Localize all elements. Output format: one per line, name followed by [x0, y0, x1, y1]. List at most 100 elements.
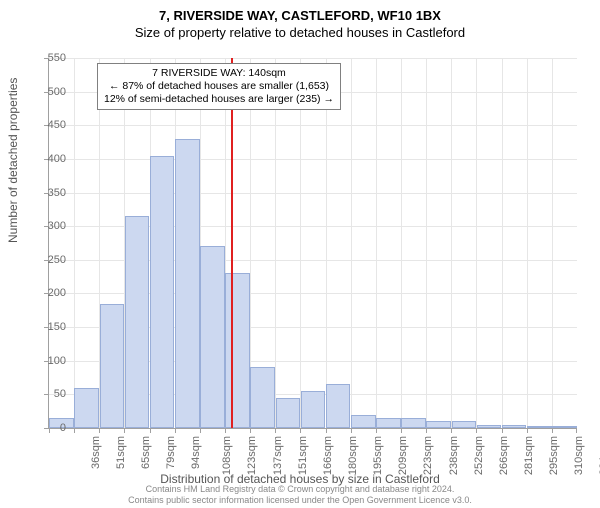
ytick-label: 50 [26, 388, 66, 400]
gridline-v [451, 58, 452, 428]
xtick-mark [502, 428, 503, 433]
xtick-label: 281sqm [523, 436, 535, 475]
plot-area: 7 RIVERSIDE WAY: 140sqm← 87% of detached… [48, 58, 577, 429]
histogram-bar [527, 426, 552, 428]
xtick-label: 252sqm [473, 436, 485, 475]
xtick-mark [376, 428, 377, 433]
xtick-mark [451, 428, 452, 433]
xtick-label: 36sqm [90, 436, 102, 469]
xtick-mark [200, 428, 201, 433]
histogram-bar [351, 415, 376, 428]
ytick-label: 250 [26, 254, 66, 266]
gridline-h [49, 125, 577, 126]
xtick-mark [175, 428, 176, 433]
histogram-bar [452, 421, 477, 428]
xtick-mark [300, 428, 301, 433]
ytick-label: 200 [26, 287, 66, 299]
reference-line [231, 58, 233, 428]
page-title-address: 7, RIVERSIDE WAY, CASTLEFORD, WF10 1BX [0, 8, 600, 23]
histogram-bar [150, 156, 175, 428]
gridline-h [49, 58, 577, 59]
xtick-label: 180sqm [347, 436, 359, 475]
annotation-line-3: 12% of semi-detached houses are larger (… [104, 93, 334, 106]
histogram-bar [100, 304, 125, 428]
page-title-subtitle: Size of property relative to detached ho… [0, 25, 600, 40]
xtick-label: 209sqm [397, 436, 409, 475]
xtick-mark [74, 428, 75, 433]
xtick-label: 123sqm [247, 436, 259, 475]
histogram-bar [401, 418, 426, 428]
xtick-label: 108sqm [221, 436, 233, 475]
histogram-bar [376, 418, 401, 428]
gridline-v [502, 58, 503, 428]
xtick-mark [476, 428, 477, 433]
y-axis-label: Number of detached properties [6, 78, 20, 243]
gridline-h [49, 159, 577, 160]
ytick-label: 550 [26, 52, 66, 64]
histogram-bar [175, 139, 200, 428]
gridline-v [426, 58, 427, 428]
gridline-v [401, 58, 402, 428]
gridline-h [49, 193, 577, 194]
xtick-mark [527, 428, 528, 433]
gridline-v [351, 58, 352, 428]
histogram-bar [301, 391, 326, 428]
gridline-v [326, 58, 327, 428]
xtick-label: 94sqm [190, 436, 202, 469]
xtick-label: 166sqm [322, 436, 334, 475]
histogram-bar [426, 421, 451, 428]
xtick-label: 51sqm [115, 436, 127, 469]
gridline-v [527, 58, 528, 428]
xtick-mark [225, 428, 226, 433]
xtick-label: 266sqm [498, 436, 510, 475]
gridline-v [74, 58, 75, 428]
footer-attribution: Contains HM Land Registry data © Crown c… [0, 484, 600, 506]
annotation-line-2: ← 87% of detached houses are smaller (1,… [104, 80, 334, 93]
ytick-label: 400 [26, 153, 66, 165]
ytick-label: 500 [26, 86, 66, 98]
ytick-label: 350 [26, 187, 66, 199]
annotation-box: 7 RIVERSIDE WAY: 140sqm← 87% of detached… [97, 63, 341, 110]
xtick-mark [99, 428, 100, 433]
ytick-label: 100 [26, 355, 66, 367]
xtick-mark [351, 428, 352, 433]
xtick-mark [150, 428, 151, 433]
footer-line-2: Contains public sector information licen… [0, 495, 600, 506]
xtick-mark [275, 428, 276, 433]
xtick-mark [552, 428, 553, 433]
ytick-label: 0 [26, 422, 66, 434]
gridline-v [275, 58, 276, 428]
xtick-label: 137sqm [272, 436, 284, 475]
xtick-label: 65sqm [140, 436, 152, 469]
xtick-mark [426, 428, 427, 433]
annotation-line-1: 7 RIVERSIDE WAY: 140sqm [104, 67, 334, 80]
xtick-label: 295sqm [548, 436, 560, 475]
xtick-mark [250, 428, 251, 433]
gridline-v [300, 58, 301, 428]
histogram-bar [326, 384, 351, 428]
histogram-bar [477, 425, 502, 428]
xtick-mark [576, 428, 577, 433]
xtick-label: 79sqm [165, 436, 177, 469]
footer-line-1: Contains HM Land Registry data © Crown c… [0, 484, 600, 495]
histogram-bar [74, 388, 99, 428]
chart: 7 RIVERSIDE WAY: 140sqm← 87% of detached… [48, 58, 576, 428]
histogram-bar [125, 216, 150, 428]
ytick-label: 300 [26, 220, 66, 232]
histogram-bar [276, 398, 301, 428]
histogram-bar [200, 246, 225, 428]
ytick-label: 450 [26, 119, 66, 131]
histogram-bar [502, 425, 527, 428]
xtick-mark [326, 428, 327, 433]
gridline-v [476, 58, 477, 428]
xtick-label: 151sqm [297, 436, 309, 475]
histogram-bar [225, 273, 250, 428]
histogram-bar [250, 367, 275, 428]
ytick-label: 150 [26, 321, 66, 333]
xtick-label: 195sqm [372, 436, 384, 475]
xtick-label: 310sqm [573, 436, 585, 475]
xtick-label: 223sqm [423, 436, 435, 475]
gridline-v [376, 58, 377, 428]
xtick-label: 238sqm [448, 436, 460, 475]
xtick-mark [401, 428, 402, 433]
